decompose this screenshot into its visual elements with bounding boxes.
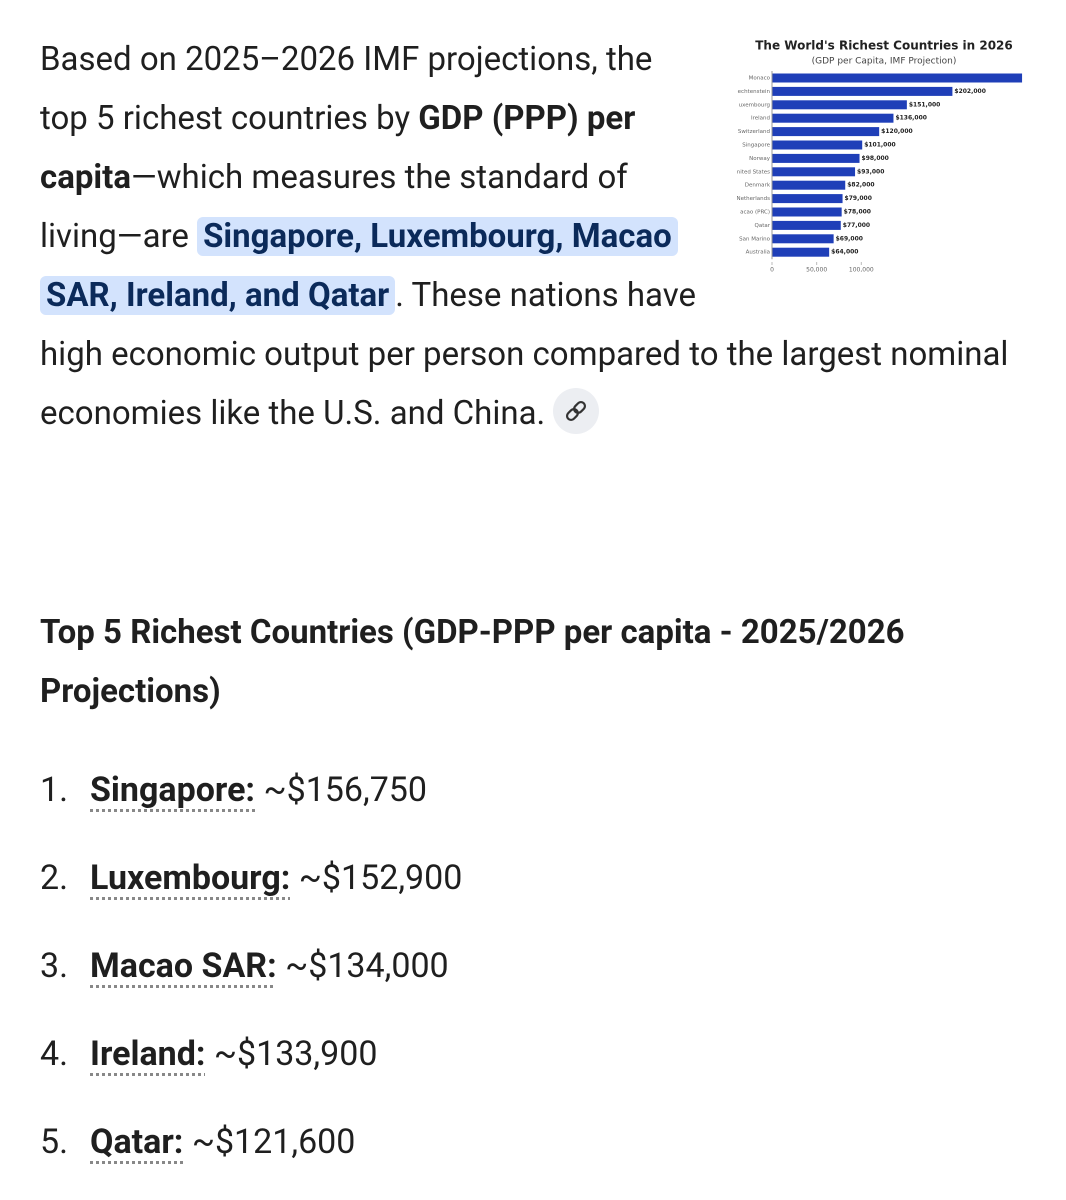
space: [183, 1122, 191, 1162]
link-icon: [566, 401, 587, 422]
category-label: Monaco: [749, 76, 771, 82]
country-value: ~$134,000: [285, 946, 449, 986]
chart-subtitle: (GDP per Capita, IMF Projection): [812, 57, 957, 67]
category-label: Australia: [746, 250, 770, 256]
chart-title: The World's Richest Countries in 2026: [755, 39, 1013, 53]
bar: [772, 113, 894, 123]
list-number: 5.: [40, 1122, 69, 1162]
list-number: 4.: [40, 1034, 69, 1074]
text: —which measures the standard of living—a…: [40, 158, 628, 256]
value-label: $120,000: [881, 128, 913, 135]
category-label: Switzerland: [738, 129, 770, 135]
category-label: uxembourg: [739, 102, 770, 108]
value-label: $93,000: [857, 168, 884, 175]
bar: [772, 194, 843, 204]
chart-image[interactable]: The World's Richest Countries in 2026 (G…: [734, 36, 1034, 286]
x-tick-label: 50,000: [806, 267, 827, 274]
value-label: $79,000: [845, 195, 872, 202]
category-label: San Marino: [739, 236, 770, 242]
bar: [772, 180, 846, 190]
bar: [772, 100, 907, 110]
bar: [772, 153, 860, 163]
ranked-list: 1. Singapore: ~$156,750 2. Luxembourg: ~$15…: [40, 760, 462, 1200]
x-tick-label: 0: [770, 267, 774, 274]
country-name[interactable]: Macao SAR:: [90, 946, 277, 986]
x-tick-label: 100,000: [849, 267, 874, 274]
list-number: 3.: [40, 946, 69, 986]
bar: [772, 247, 830, 257]
list-item: 3. Macao SAR: ~$134,000: [40, 936, 462, 1024]
list-number: 2.: [40, 858, 69, 898]
list-item: 2. Luxembourg: ~$152,900: [40, 848, 462, 936]
list-number: 1.: [40, 770, 69, 810]
bar: [772, 140, 863, 150]
country-value: ~$156,750: [263, 770, 428, 810]
value-label: $77,000: [843, 222, 870, 229]
bar: [772, 234, 834, 244]
category-label: Norway: [749, 156, 771, 162]
answer: The World's Richest Countries in 2026 (G…: [40, 30, 1034, 1162]
bar: [772, 127, 880, 137]
link-button[interactable]: [553, 388, 600, 435]
country-value: ~$152,900: [298, 858, 463, 898]
value-label: $78,000: [844, 209, 871, 216]
space: [290, 858, 298, 898]
category-label: Ireland: [751, 116, 770, 122]
value-label: $151,000: [909, 101, 941, 108]
category-label: Netherlands: [736, 196, 770, 202]
country-name[interactable]: Luxembourg:: [90, 858, 291, 898]
bar: [772, 167, 856, 177]
value-label: $202,000: [954, 88, 986, 95]
list-item: 4. Ireland: ~$133,900: [40, 1024, 462, 1112]
category-label: echtenstein: [738, 89, 771, 95]
value-label: $98,000: [862, 155, 889, 162]
category-label: nited States: [737, 169, 770, 175]
bar: [772, 220, 841, 230]
country-value: ~$121,600: [191, 1122, 356, 1162]
category-label: acao (PRC): [740, 210, 770, 216]
country-name[interactable]: Qatar:: [90, 1122, 184, 1162]
bar: [772, 73, 1023, 83]
space: [277, 946, 285, 986]
section-heading: Top 5 Richest Countries (GDP-PPP per cap…: [40, 613, 905, 711]
value-label: $69,000: [836, 235, 863, 242]
list-item: 5. Qatar: ~$121,600: [40, 1112, 462, 1200]
country-name[interactable]: Singapore:: [90, 770, 256, 810]
country-value: ~$133,900: [213, 1034, 378, 1074]
category-label: Denmark: [745, 183, 771, 189]
bar: [772, 86, 953, 96]
text: . These nations have high economic outpu…: [40, 276, 1009, 433]
text: Based on 2025–2026 IMF projections, the …: [40, 40, 653, 138]
value-label: $136,000: [895, 115, 927, 122]
bold-text: GDP (PPP) per capita: [40, 99, 636, 197]
country-name[interactable]: Ireland:: [90, 1034, 206, 1074]
bar: [772, 207, 842, 217]
list-item: 1. Singapore: ~$156,750: [40, 760, 462, 848]
intro-paragraph: Based on 2025–2026 IMF projections, the …: [40, 30, 1030, 443]
value-label: $82,000: [847, 182, 874, 189]
value-label: $101,000: [864, 142, 896, 149]
space: [205, 1034, 213, 1074]
category-label: Singapore: [742, 143, 770, 149]
category-label: Qatar: [755, 223, 771, 229]
value-label: $64,000: [831, 249, 858, 256]
